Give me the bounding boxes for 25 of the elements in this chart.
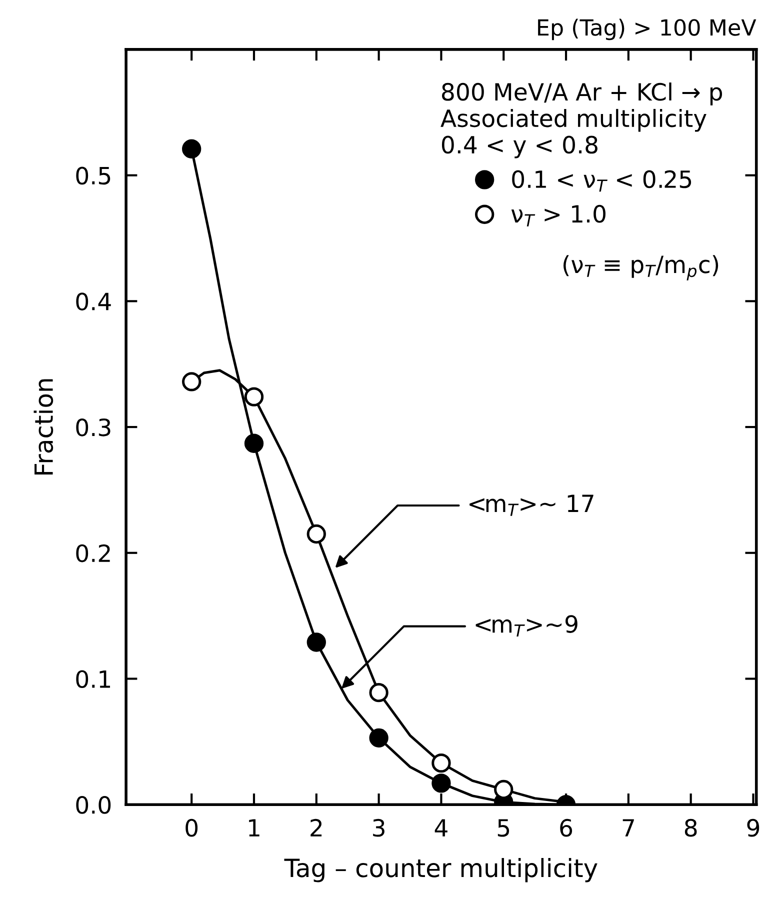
y-tick-label: 0.3 bbox=[76, 418, 110, 436]
y-tick-label: 0.5 bbox=[76, 166, 110, 185]
x-tick-label: 5 bbox=[498, 819, 510, 837]
x-tick-label: 1 bbox=[249, 819, 260, 836]
legend-label: 0.1 < ν$_{T}$ < 0.25 bbox=[512, 170, 692, 192]
y-axis-title: Fraction bbox=[34, 379, 54, 474]
x-tick-label: 8 bbox=[684, 818, 697, 837]
annotation: <m$_{T}$>~ 17 bbox=[470, 494, 594, 516]
x-axis-title: Tag – counter multiplicity bbox=[284, 858, 598, 882]
legend-title: 800 MeV/A Ar + KCl → p Associated multiplicity 0.4 < y < 0.8 bbox=[440, 82, 722, 158]
legend-label: ν$_{T}$ > 1.0 bbox=[511, 204, 606, 226]
x-tick-label: 4 bbox=[434, 819, 448, 836]
x-tick-label: 9 bbox=[747, 818, 760, 837]
x-tick-label: 0 bbox=[186, 818, 198, 837]
y-tick-label: 0.0 bbox=[76, 796, 111, 814]
y-tick-label: 0.2 bbox=[76, 544, 110, 562]
x-tick-label: 2 bbox=[310, 818, 322, 836]
x-tick-label: 7 bbox=[622, 819, 634, 836]
x-tick-label: 3 bbox=[373, 818, 384, 837]
chart-title: Ep (Tag) > 100 MeV bbox=[538, 18, 756, 40]
annotation: <m$_{T}$>~9 bbox=[476, 615, 578, 637]
y-tick-label: 0.4 bbox=[76, 292, 111, 310]
x-tick-label: 6 bbox=[560, 818, 572, 837]
y-tick-label: 0.1 bbox=[76, 670, 110, 688]
annotation: (ν$_{T}$ ≡ p$_{T}$/m$_{p}$c) bbox=[564, 255, 718, 280]
